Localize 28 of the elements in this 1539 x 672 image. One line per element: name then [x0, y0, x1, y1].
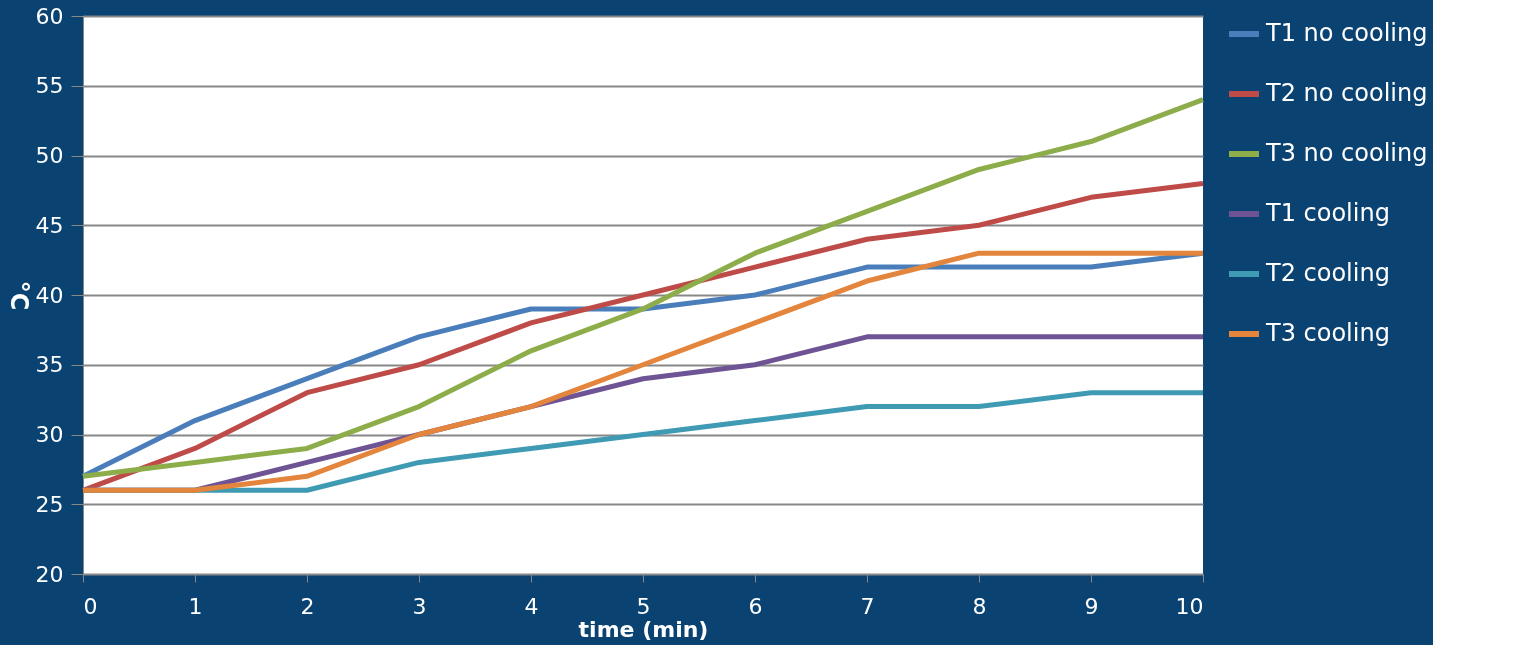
y-tick-label: 45: [35, 212, 64, 238]
legend-label: T1 no cooling: [1265, 19, 1428, 47]
x-tick-label: 2: [300, 593, 315, 619]
legend-label: T3 no cooling: [1265, 139, 1428, 167]
x-tick-label: 7: [860, 593, 875, 619]
x-tick-label: 8: [972, 593, 987, 619]
legend-label: T3 cooling: [1265, 319, 1390, 347]
legend-label: T2 cooling: [1265, 259, 1390, 287]
x-axis-title: time (min): [578, 616, 709, 642]
x-tick-label: 6: [748, 593, 763, 619]
y-tick-label: 50: [35, 143, 64, 168]
y-tick-label: 30: [35, 422, 64, 447]
y-tick-label: 35: [35, 352, 64, 378]
y-tick-label: 20: [35, 561, 64, 587]
y-tick-label: 25: [35, 491, 64, 517]
y-tick-label: 40: [35, 282, 64, 308]
x-tick-label: 3: [412, 593, 427, 619]
x-tick-label: 4: [524, 593, 539, 619]
x-tick-label: 0: [83, 593, 98, 619]
legend-label: T2 no cooling: [1265, 79, 1428, 107]
x-tick-label: 1: [188, 593, 203, 619]
y-tick-label: 60: [35, 3, 64, 29]
y-tick-label: 55: [35, 73, 64, 99]
x-tick-label: 10: [1175, 593, 1204, 619]
x-tick-label: 9: [1084, 593, 1099, 619]
legend-label: T1 cooling: [1265, 199, 1390, 227]
y-axis-title: °C: [4, 280, 33, 311]
x-tick-label: 5: [636, 593, 651, 619]
